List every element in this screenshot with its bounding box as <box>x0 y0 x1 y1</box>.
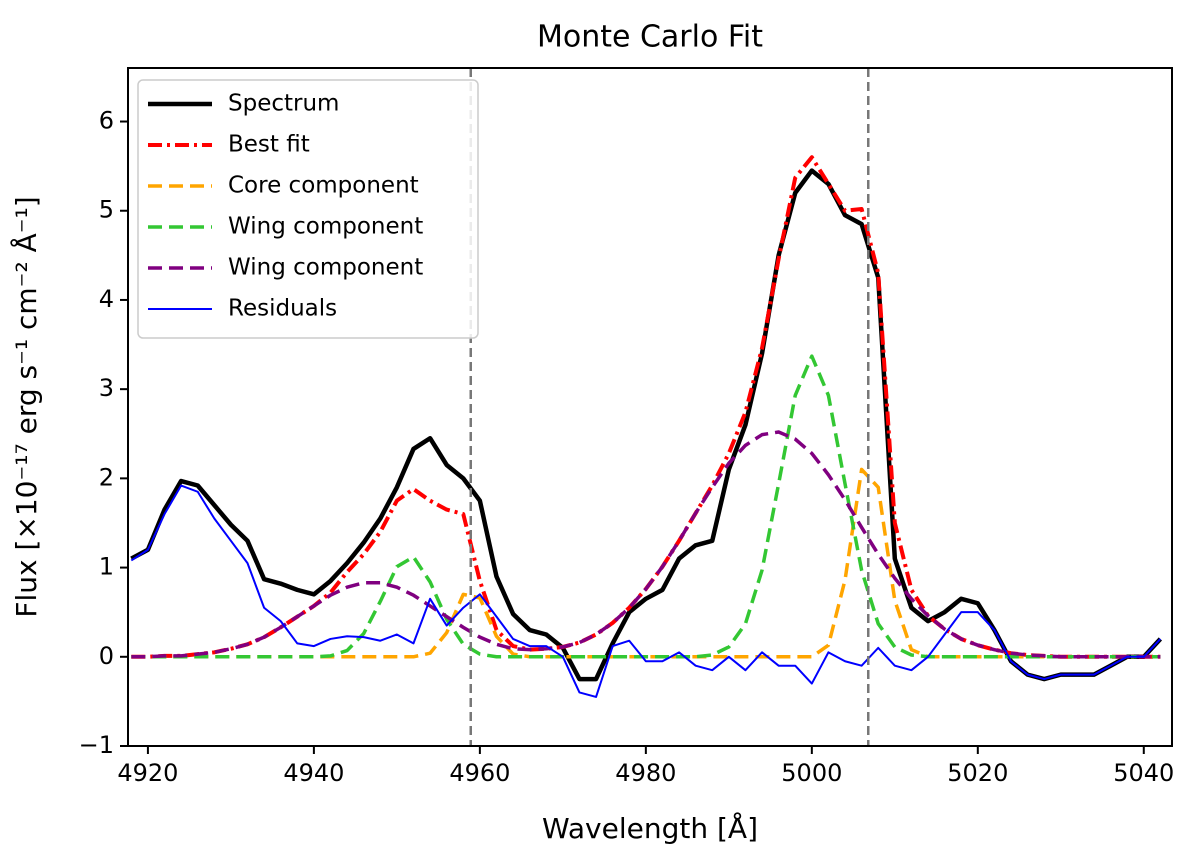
y-tick-label: 4 <box>99 285 114 313</box>
legend-label: Core component <box>228 173 419 199</box>
legend-label: Wing component <box>228 255 423 281</box>
x-tick-label: 4940 <box>283 759 344 787</box>
y-tick-label: −1 <box>79 731 114 759</box>
x-axis-label: Wavelength [Å] <box>542 811 758 845</box>
legend-box <box>137 79 479 339</box>
x-tick-label: 5000 <box>781 759 842 787</box>
legend-label: Wing component <box>228 214 423 240</box>
chart-title: Monte Carlo Fit <box>537 20 763 55</box>
x-tick-label: 5020 <box>947 759 1008 787</box>
y-tick-label: 0 <box>99 642 114 670</box>
x-tick-label: 4920 <box>117 759 178 787</box>
y-tick-label: 5 <box>99 196 114 224</box>
legend-label: Residuals <box>228 296 337 322</box>
x-tick-label: 5040 <box>1113 759 1174 787</box>
y-tick-label: 3 <box>99 374 114 402</box>
legend: Spectrum Best fit Core component Wing compo… <box>137 79 479 339</box>
legend-label: Best fit <box>228 132 310 158</box>
x-tick-label: 4960 <box>449 759 510 787</box>
series-line <box>130 484 1162 698</box>
series-line <box>131 430 1161 659</box>
series-line <box>130 168 1163 682</box>
plot-frame <box>127 67 1173 747</box>
y-tick-label: 1 <box>99 553 114 581</box>
y-tick-label: 2 <box>99 463 114 491</box>
legend-label: Spectrum <box>228 91 339 117</box>
y-axis-label: Flux [×10⁻¹⁷ erg s⁻¹ cm⁻² Å⁻¹] <box>9 196 43 617</box>
y-tick-label: 6 <box>99 107 114 135</box>
series-line <box>131 354 1161 659</box>
x-tick-label: 4980 <box>615 759 676 787</box>
